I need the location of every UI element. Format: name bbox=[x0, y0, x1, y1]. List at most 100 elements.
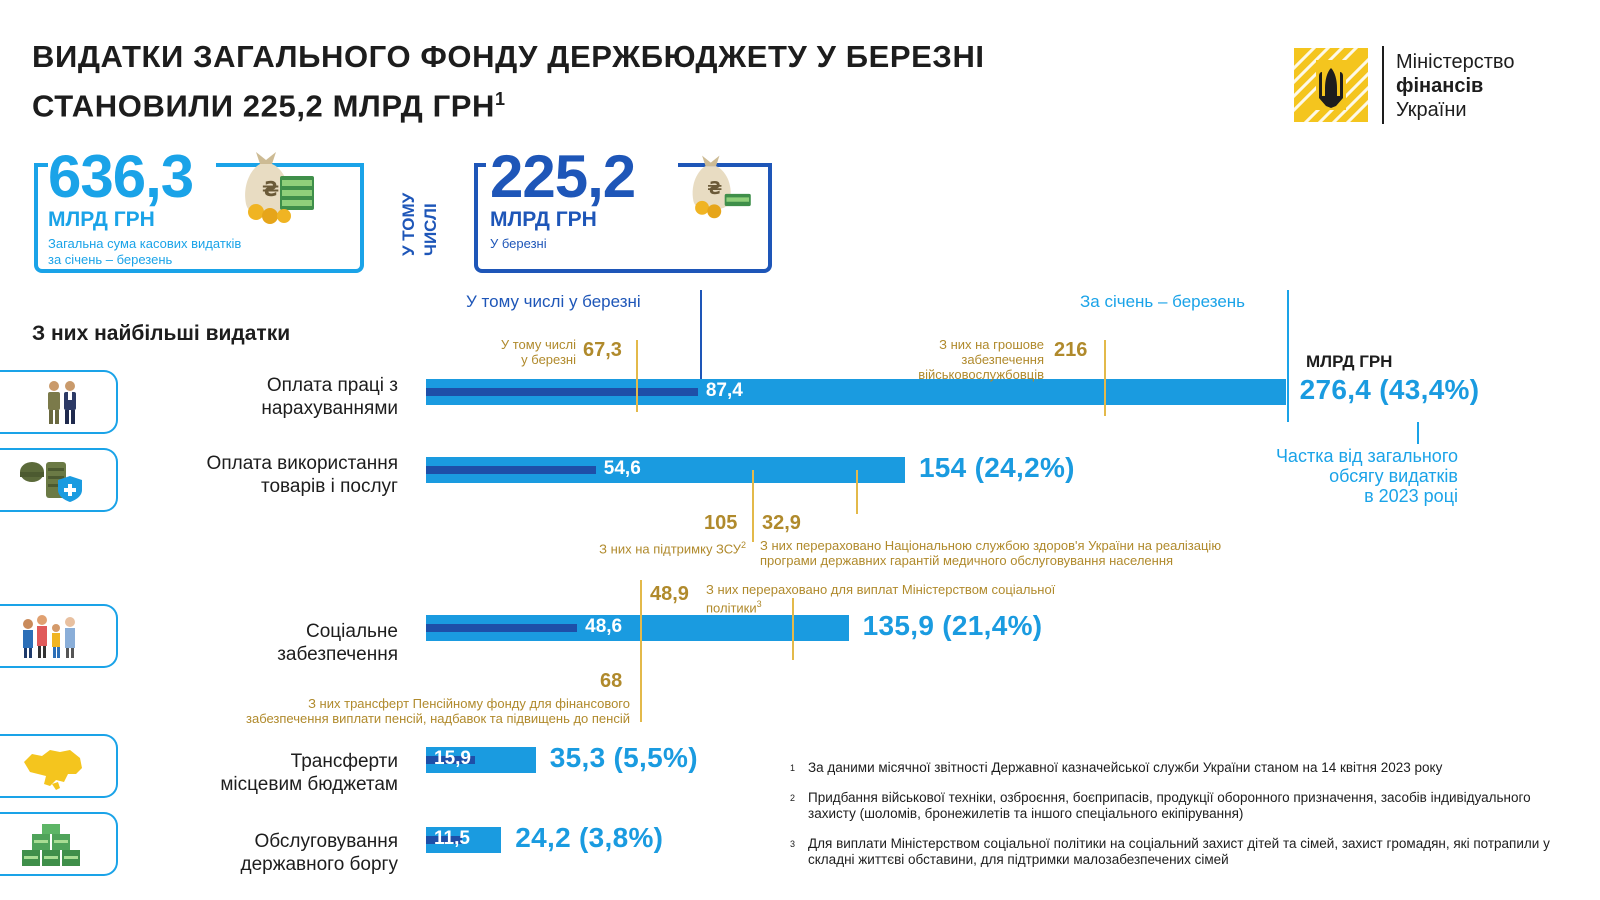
footnote-text: За даними місячної звітності Державної к… bbox=[808, 760, 1443, 775]
category-icon-tab bbox=[0, 370, 118, 434]
annotation-label: У тому числі у березні bbox=[442, 337, 576, 367]
bar-total-label: 24,2 (3,8%) bbox=[515, 822, 664, 853]
ministry-name: Міністерство фінансів України bbox=[1396, 50, 1514, 122]
footnote: 3 Для виплати Міністерством соціальної по… bbox=[790, 836, 1580, 868]
bar-march bbox=[426, 388, 698, 396]
category-label: Соціальне забезпечення bbox=[150, 620, 398, 666]
card-border-segment bbox=[216, 163, 364, 167]
footnote-number: 1 bbox=[790, 763, 796, 773]
annotation-line bbox=[1104, 340, 1106, 416]
card-border-segment bbox=[678, 163, 772, 167]
march-spending-card bbox=[474, 163, 772, 273]
category-label-line: Трансферти bbox=[290, 751, 398, 772]
family-icon bbox=[23, 615, 75, 658]
logo-divider bbox=[1382, 46, 1384, 124]
total-spending-description: Загальна сума касових видатків за січень… bbox=[48, 236, 308, 268]
annotation-label-line: З них перераховано для виплат Міністерст… bbox=[706, 582, 1056, 597]
share-note-line: в 2023 році bbox=[1364, 486, 1458, 506]
money-stacks-icon bbox=[22, 824, 80, 866]
bar-total-label: 276,4 (43,4%) bbox=[1299, 374, 1480, 405]
total-desc-line-2: за січень – березень bbox=[48, 252, 173, 267]
bar-march-label: 87,4 bbox=[705, 380, 743, 401]
legend-year: За січень – березень bbox=[1080, 292, 1246, 311]
bar-total-label: 135,9 (21,4%) bbox=[862, 610, 1043, 641]
bar-march-label: 48,6 bbox=[585, 616, 623, 637]
annotation-label-line: програми державних гарантій медичного об… bbox=[760, 553, 1174, 568]
bar-march bbox=[426, 756, 476, 764]
annotation-footnote-mark: 3 bbox=[756, 599, 762, 609]
annotation-label: З них на підтримку ЗСУ2 bbox=[520, 538, 746, 556]
footnotes: 1 За даними місячної звітності Державної … bbox=[790, 760, 1580, 882]
annotation-footnote-mark: 2 bbox=[740, 540, 746, 550]
bar-march-label: 15,9 bbox=[434, 748, 471, 769]
category-label-line: Обслуговування bbox=[254, 831, 398, 852]
title-line-2: СТАНОВИЛИ 225,2 МЛРД ГРН bbox=[32, 88, 496, 124]
annotation-label-line: У тому числі bbox=[500, 337, 576, 352]
footnote-text: Для виплати Міністерством соціальної пол… bbox=[808, 836, 1550, 867]
annotation-value: 67,3 bbox=[583, 339, 622, 361]
annotation-value: 68 bbox=[600, 670, 623, 692]
category-label-line: Оплата праці з bbox=[266, 375, 398, 396]
bar-march-label: 54,6 bbox=[603, 458, 641, 479]
category-label-line: товарів і послуг bbox=[260, 476, 398, 497]
annotation-value: 32,9 bbox=[762, 512, 801, 534]
money-bag-icon: ₴ bbox=[692, 155, 751, 219]
legend-march-line bbox=[700, 290, 702, 398]
category-label-line: державного боргу bbox=[240, 854, 398, 875]
category-label-line: забезпечення bbox=[277, 644, 398, 665]
bar-total-label: 35,3 (5,5%) bbox=[549, 742, 698, 773]
total-spending-card bbox=[34, 163, 364, 273]
title-line-1: ВИДАТКИ ЗАГАЛЬНОГО ФОНДУ ДЕРЖБЮДЖЕТУ У Б… bbox=[32, 39, 985, 74]
bar-march-label: 11,5 bbox=[434, 828, 470, 849]
total-spending-value: 636,3 bbox=[48, 143, 194, 210]
total-spending-unit: МЛРД ГРН bbox=[48, 208, 155, 231]
category-label-line: нарахуваннями bbox=[261, 398, 398, 419]
svg-text:₴: ₴ bbox=[707, 179, 722, 199]
category-icon-tab bbox=[0, 448, 118, 512]
category-label: Обслуговування державного боргу bbox=[130, 830, 398, 876]
annotation-label-line: забезпечення bbox=[961, 352, 1044, 367]
legend-year-line bbox=[1287, 290, 1289, 422]
share-note-line: обсягу видатків bbox=[1329, 466, 1458, 486]
card-border-segment bbox=[34, 163, 48, 167]
category-label: Оплата використання товарів і послуг bbox=[130, 452, 398, 498]
bar-march bbox=[426, 624, 578, 632]
footnote-text: Придбання військової техніки, озброєння,… bbox=[808, 790, 1531, 821]
total-desc-line-1: Загальна сума касових видатків bbox=[48, 236, 242, 251]
share-note-line: Частка від загального bbox=[1275, 446, 1458, 466]
annotation-line bbox=[636, 340, 638, 412]
title-footnote-mark: 1 bbox=[495, 89, 506, 109]
category-label: Оплата праці з нарахуваннями bbox=[150, 374, 398, 420]
annotation-label-line: З них на грошове bbox=[939, 337, 1044, 352]
annotation-line bbox=[752, 470, 754, 542]
category-icon-tab bbox=[0, 734, 118, 798]
section-label: З них найбільші видатки bbox=[32, 322, 291, 345]
military-gear-icon bbox=[20, 462, 82, 502]
annotation-line bbox=[792, 598, 794, 660]
category-icon-tab bbox=[0, 604, 118, 668]
march-spending-description: У березні bbox=[490, 236, 547, 251]
annotation-label-line: З них на підтримку ЗСУ bbox=[599, 541, 741, 557]
footnote: 2 Придбання військової техніки, озброєння… bbox=[790, 790, 1580, 822]
category-icon-tab bbox=[0, 812, 118, 876]
annotation-label: З них трансферт Пенсійному фонду для фін… bbox=[130, 696, 630, 726]
category-label-line: Оплата використання bbox=[206, 453, 398, 474]
annotation-line bbox=[640, 580, 642, 722]
share-note: Частка від загального обсягу видатків в … bbox=[1200, 446, 1458, 506]
annotation-line bbox=[856, 470, 858, 514]
annotation-label: З них перераховано Національною службою … bbox=[760, 538, 1360, 568]
annotation-label-line: військовослужбовців bbox=[918, 367, 1044, 382]
legend-march: У тому числі у березні bbox=[466, 292, 641, 311]
ukraine-map-icon bbox=[24, 750, 82, 790]
annotation-label: З них перераховано для виплат Міністерст… bbox=[706, 582, 1146, 615]
footnote-number: 3 bbox=[790, 839, 796, 849]
annotation-value: 216 bbox=[1054, 339, 1088, 361]
march-spending-unit: МЛРД ГРН bbox=[490, 208, 597, 231]
annotation-label-line: З них перераховано Національною службою … bbox=[760, 538, 1222, 553]
ministry-name-line-3: України bbox=[1396, 99, 1467, 121]
share-pointer-line bbox=[1417, 422, 1419, 444]
annotation-label-line: політики bbox=[706, 600, 757, 616]
page-title: ВИДАТКИ ЗАГАЛЬНОГО ФОНДУ ДЕРЖБЮДЖЕТУ У Б… bbox=[32, 36, 1182, 127]
footnote-number: 2 bbox=[790, 793, 796, 803]
